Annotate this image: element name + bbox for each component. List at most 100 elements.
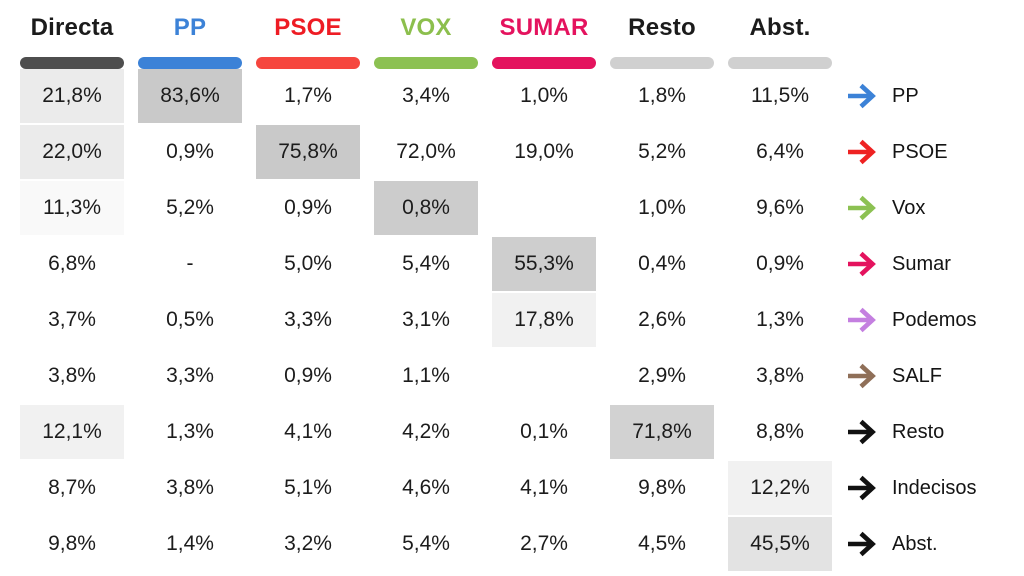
matrix-cell-vox-resto: 1,0% — [638, 196, 686, 219]
legend-label-abst: Abst. — [892, 532, 938, 555]
matrix-cell-indecisos-directa: 8,7% — [48, 476, 96, 499]
matrix-cell-podemos-psoe: 3,3% — [284, 308, 332, 331]
legend-label-vox: Vox — [892, 196, 926, 219]
matrix-cell-psoe-directa: 22,0% — [20, 125, 124, 179]
matrix-cell-vox-psoe: 0,9% — [284, 196, 332, 219]
matrix-cell-podemos-directa: 3,7% — [48, 308, 96, 331]
matrix-cell-vox-pp: 5,2% — [166, 196, 214, 219]
arrow-right-icon — [848, 475, 876, 501]
column-bar-vox — [374, 57, 478, 69]
legend-item-indecisos: Indecisos — [846, 461, 977, 515]
matrix-cell-salf-pp: 3,3% — [166, 364, 214, 387]
column-bar-sumar — [492, 57, 596, 69]
legend-label-indecisos: Indecisos — [892, 476, 977, 499]
column-bar-pp — [138, 57, 242, 69]
matrix-cell-sumar-pp: - — [186, 252, 194, 275]
matrix-cell-sumar-vox: 5,4% — [402, 252, 450, 275]
legend-item-salf: SALF — [846, 349, 942, 403]
matrix-cell-resto-pp: 1,3% — [166, 420, 214, 443]
column-header-psoe: PSOE — [274, 14, 342, 41]
matrix-cell-podemos-vox: 3,1% — [402, 308, 450, 331]
matrix-cell-pp-directa: 21,8% — [20, 69, 124, 123]
legend-item-pp: PP — [846, 69, 919, 123]
matrix-cell-psoe-psoe: 75,8% — [256, 125, 360, 179]
matrix-cell-sumar-resto: 0,4% — [638, 252, 686, 275]
matrix-cell-abst-pp: 1,4% — [166, 532, 214, 555]
legend-label-sumar: Sumar — [892, 252, 951, 275]
matrix-cell-abst-psoe: 3,2% — [284, 532, 332, 555]
matrix-cell-vox-sumar — [492, 181, 596, 235]
matrix-cell-resto-resto: 71,8% — [610, 405, 714, 459]
matrix-cell-salf-abst: 3,8% — [756, 364, 804, 387]
matrix-cell-abst-resto: 4,5% — [638, 532, 686, 555]
matrix-cell-salf-sumar — [492, 349, 596, 403]
column-bar-directa — [20, 57, 124, 69]
matrix-cell-podemos-resto: 2,6% — [638, 308, 686, 331]
matrix-cell-sumar-directa: 6,8% — [48, 252, 96, 275]
matrix-cell-psoe-abst: 6,4% — [756, 140, 804, 163]
column-bar-abst — [728, 57, 832, 69]
matrix-cell-podemos-pp: 0,5% — [166, 308, 214, 331]
matrix-cell-abst-vox: 5,4% — [402, 532, 450, 555]
matrix-cell-resto-abst: 8,8% — [756, 420, 804, 443]
legend-label-salf: SALF — [892, 364, 943, 387]
matrix-cell-pp-psoe: 1,7% — [284, 84, 332, 107]
matrix-cell-sumar-psoe: 5,0% — [284, 252, 332, 275]
matrix-cell-psoe-vox: 72,0% — [396, 140, 456, 163]
matrix-cell-indecisos-resto: 9,8% — [638, 476, 686, 499]
matrix-cell-abst-directa: 9,8% — [48, 532, 96, 555]
legend-item-resto: Resto — [846, 405, 944, 459]
matrix-cell-sumar-abst: 0,9% — [756, 252, 804, 275]
legend-label-podemos: Podemos — [892, 308, 977, 331]
matrix-cell-vox-vox: 0,8% — [374, 181, 478, 235]
matrix-cell-pp-sumar: 1,0% — [520, 84, 568, 107]
matrix-cell-abst-abst: 45,5% — [728, 517, 832, 571]
matrix-cell-salf-vox: 1,1% — [402, 364, 450, 387]
matrix-cell-salf-resto: 2,9% — [638, 364, 686, 387]
legend-item-sumar: Sumar — [846, 237, 951, 291]
matrix-cell-vox-abst: 9,6% — [756, 196, 804, 219]
matrix-cell-sumar-sumar: 55,3% — [492, 237, 596, 291]
column-header-vox: VOX — [400, 14, 452, 41]
matrix-cell-psoe-sumar: 19,0% — [514, 140, 574, 163]
column-header-sumar: SUMAR — [499, 14, 589, 41]
arrow-right-icon — [848, 307, 876, 333]
legend-item-podemos: Podemos — [846, 293, 977, 347]
matrix-cell-indecisos-pp: 3,8% — [166, 476, 214, 499]
legend-label-psoe: PSOE — [892, 140, 948, 163]
arrow-right-icon — [848, 139, 876, 165]
matrix-cell-resto-sumar: 0,1% — [520, 420, 568, 443]
column-header-pp: PP — [173, 14, 207, 41]
matrix-cell-indecisos-sumar: 4,1% — [520, 476, 568, 499]
matrix-cell-pp-resto: 1,8% — [638, 84, 686, 107]
arrow-right-icon — [848, 195, 876, 221]
column-bar-resto — [610, 57, 714, 69]
matrix-cell-salf-directa: 3,8% — [48, 364, 96, 387]
column-header-directa: Directa — [30, 14, 114, 41]
matrix-cell-psoe-pp: 0,9% — [166, 140, 214, 163]
matrix-cell-pp-vox: 3,4% — [402, 84, 450, 107]
arrow-right-icon — [848, 251, 876, 277]
matrix-cell-resto-vox: 4,2% — [402, 420, 450, 443]
matrix-cell-podemos-abst: 1,3% — [756, 308, 804, 331]
column-bar-psoe — [256, 57, 360, 69]
matrix-cell-indecisos-vox: 4,6% — [402, 476, 450, 499]
arrow-right-icon — [848, 419, 876, 445]
legend-label-pp: PP — [892, 84, 919, 107]
arrow-right-icon — [848, 363, 876, 389]
matrix-cell-vox-directa: 11,3% — [20, 181, 124, 235]
matrix-cell-abst-sumar: 2,7% — [520, 532, 568, 555]
arrow-right-icon — [848, 531, 876, 557]
legend-item-vox: Vox — [846, 181, 925, 235]
matrix-cell-pp-pp: 83,6% — [138, 69, 242, 123]
legend-item-psoe: PSOE — [846, 125, 948, 179]
matrix-cell-psoe-resto: 5,2% — [638, 140, 686, 163]
matrix-cell-indecisos-abst: 12,2% — [728, 461, 832, 515]
matrix-cell-podemos-sumar: 17,8% — [492, 293, 596, 347]
matrix-cell-resto-psoe: 4,1% — [284, 420, 332, 443]
legend-label-resto: Resto — [892, 420, 945, 443]
matrix-cell-indecisos-psoe: 5,1% — [284, 476, 332, 499]
matrix-cell-salf-psoe: 0,9% — [284, 364, 332, 387]
matrix-cell-pp-abst: 11,5% — [751, 84, 809, 107]
